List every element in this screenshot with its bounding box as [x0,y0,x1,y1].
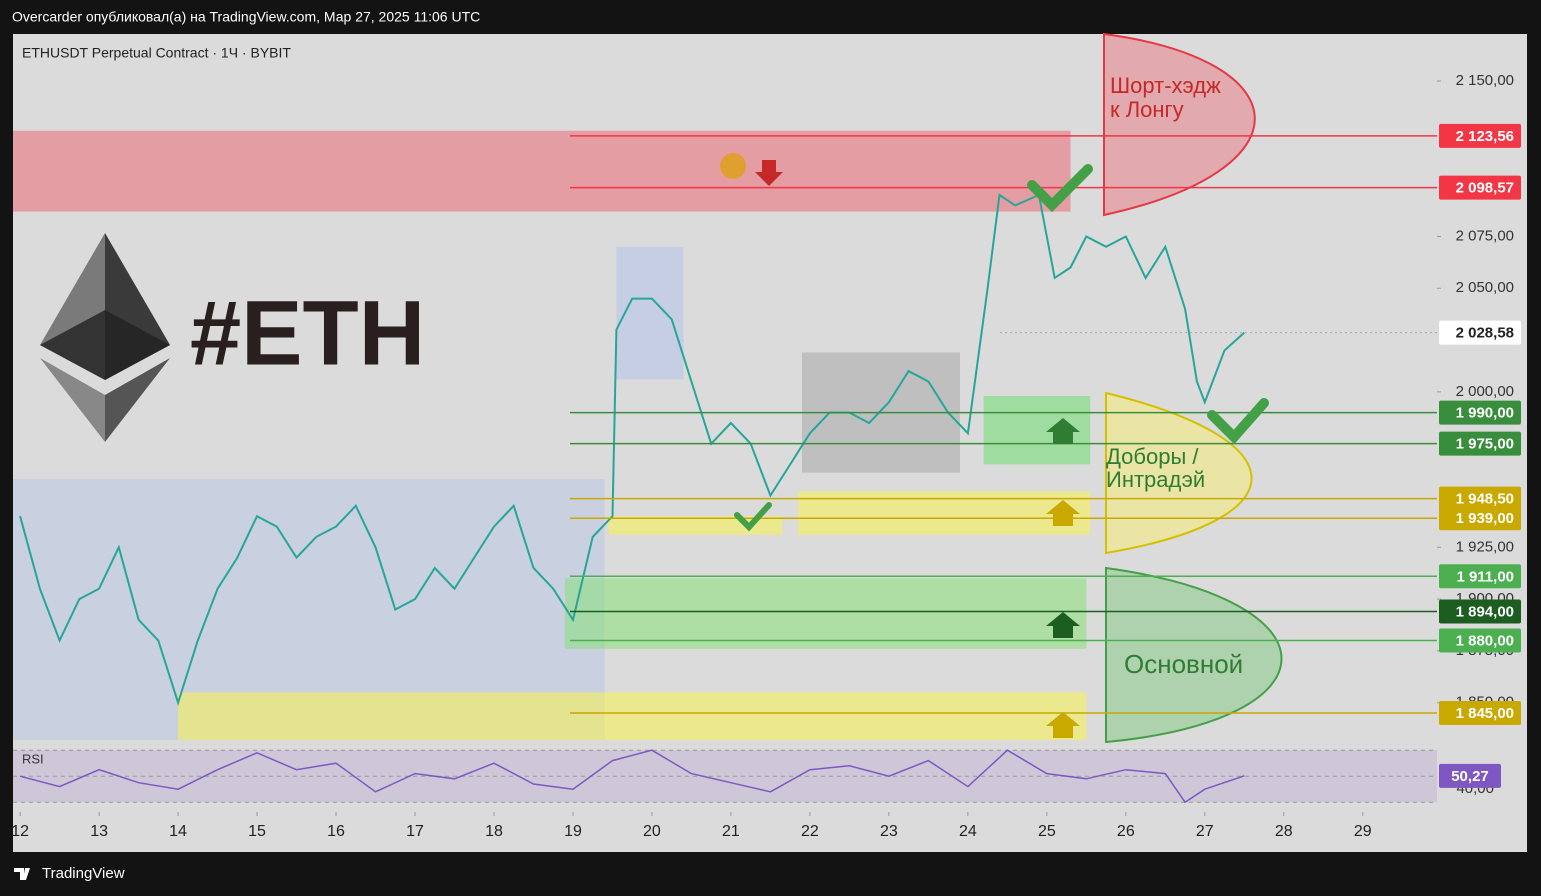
zone [178,692,1087,740]
price-tag-label: 1 880,00 [1456,633,1514,650]
x-tick-label: 29 [1354,823,1372,840]
rsi-tag-label: 50,27 [1451,768,1489,785]
y-tick-label: 2 150,00 [1456,72,1514,89]
price-tag [1439,599,1521,624]
price-tag-label: 2 123,56 [1456,128,1514,145]
intraday-shape [1105,391,1253,555]
x-tick-label: 28 [1275,823,1293,840]
x-tick-label: 22 [801,823,819,840]
price-tag-label: 1 939,00 [1456,510,1514,527]
zone [616,246,684,380]
price-tag-label: 1 845,00 [1456,705,1514,722]
eth-logo [40,233,170,442]
price-tag [1439,564,1521,589]
rsi-line [19,749,1245,804]
x-tick-label: 18 [485,823,503,840]
annotation: Шорт-хэдж [1110,73,1221,98]
annotation: Доборы / [1106,444,1199,469]
price-tag [1439,628,1521,653]
logo-text: #ETH [190,282,425,384]
price-tag-label: 1 975,00 [1456,436,1514,453]
chart-title: ETHUSDT Perpetual Contract · 1Ч · BYBIT [22,45,291,61]
price-tag-label: 1 990,00 [1456,405,1514,422]
price-tag [1439,320,1521,345]
price-tag-label: 1 948,50 [1456,491,1514,508]
price-tag [1439,431,1521,456]
annotation: Основной [1124,649,1243,679]
rsi-tag [1439,763,1501,788]
rsi-label: RSI [22,751,44,766]
footer-brand: TradingView [42,865,125,882]
y-tick-label: 2 000,00 [1456,383,1514,400]
price-tag-label: 1 894,00 [1456,603,1514,620]
x-tick-label: 23 [880,823,898,840]
x-tick-label: 16 [327,823,345,840]
x-tick-label: 15 [248,823,266,840]
hedge-shape [1103,32,1256,217]
markers [720,153,1269,738]
brand-icon [14,868,30,880]
x-tick-label: 27 [1196,823,1214,840]
x-tick-label: 26 [1117,823,1135,840]
x-tick-label: 12 [11,823,29,840]
price-tag-label: 2 028,58 [1456,325,1514,342]
price-tag-label: 2 098,57 [1456,180,1514,197]
annotation: к Лонгу [1110,97,1184,122]
x-tick-label: 21 [722,823,740,840]
price-tag [1439,123,1521,148]
header: Overcarder опубликовал(а) на TradingView… [12,9,480,25]
price-tag [1439,701,1521,726]
price-tag [1439,400,1521,425]
price-tag-label: 1 911,00 [1456,568,1514,585]
x-tick-label: 25 [1038,823,1056,840]
price-line [19,193,1245,707]
zone [13,130,1071,212]
x-tick-label: 17 [406,823,424,840]
y-tick-label: 2 075,00 [1456,227,1514,244]
x-tick-label: 19 [564,823,582,840]
zone [565,578,1087,649]
price-tag [1439,486,1521,511]
price-tag [1439,175,1521,200]
annotation: Интрадэй [1106,467,1205,492]
x-tick-label: 13 [90,823,108,840]
y-tick-label: 1 925,00 [1456,538,1514,555]
x-tick-label: 14 [169,823,187,840]
x-tick-label: 24 [959,823,977,840]
y-tick-label: 2 050,00 [1456,279,1514,296]
price-tag [1439,506,1521,531]
x-tick-label: 20 [643,823,661,840]
